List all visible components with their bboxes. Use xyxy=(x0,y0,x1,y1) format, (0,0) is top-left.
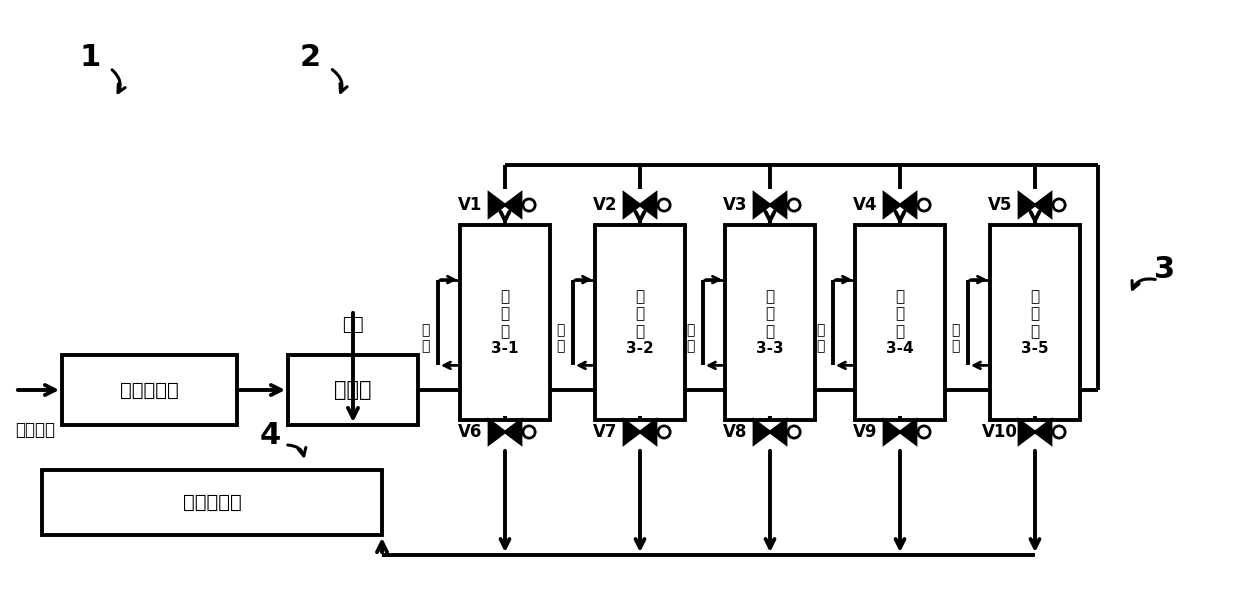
Text: 冷
水: 冷 水 xyxy=(951,323,960,353)
Circle shape xyxy=(523,199,536,211)
Polygon shape xyxy=(1019,193,1035,217)
Circle shape xyxy=(918,426,930,438)
Polygon shape xyxy=(900,420,916,444)
Text: 冷
水: 冷 水 xyxy=(686,323,694,353)
Text: V5: V5 xyxy=(987,196,1012,214)
Polygon shape xyxy=(640,420,656,444)
Text: 急
冷
器
3-4: 急 冷 器 3-4 xyxy=(887,289,914,356)
Circle shape xyxy=(787,426,800,438)
Polygon shape xyxy=(884,420,900,444)
Text: 2: 2 xyxy=(299,43,321,72)
Circle shape xyxy=(918,199,930,211)
Text: 喷雾器: 喷雾器 xyxy=(335,380,372,400)
Bar xyxy=(595,225,684,420)
Text: 冷
水: 冷 水 xyxy=(420,323,429,353)
Polygon shape xyxy=(624,420,640,444)
Circle shape xyxy=(1053,426,1065,438)
Polygon shape xyxy=(640,193,656,217)
Polygon shape xyxy=(900,193,916,217)
Circle shape xyxy=(787,199,800,211)
Circle shape xyxy=(523,426,536,438)
Polygon shape xyxy=(1035,420,1052,444)
FancyArrowPatch shape xyxy=(332,70,347,92)
Bar xyxy=(990,225,1080,420)
Polygon shape xyxy=(770,420,786,444)
FancyArrowPatch shape xyxy=(1132,279,1156,290)
Text: V1: V1 xyxy=(458,196,482,214)
Text: 冷
水: 冷 水 xyxy=(816,323,825,353)
Bar xyxy=(288,355,418,425)
Polygon shape xyxy=(884,193,900,217)
FancyArrowPatch shape xyxy=(112,70,125,93)
Text: V4: V4 xyxy=(853,196,877,214)
Bar xyxy=(42,470,382,535)
Polygon shape xyxy=(505,420,521,444)
Polygon shape xyxy=(1019,420,1035,444)
Polygon shape xyxy=(754,420,770,444)
Polygon shape xyxy=(754,193,770,217)
Polygon shape xyxy=(505,193,521,217)
Text: V9: V9 xyxy=(853,423,877,441)
Bar xyxy=(62,355,237,425)
Bar xyxy=(460,225,551,420)
Bar xyxy=(725,225,815,420)
Circle shape xyxy=(1053,199,1065,211)
Circle shape xyxy=(658,199,670,211)
Text: 4: 4 xyxy=(259,421,280,450)
Polygon shape xyxy=(1035,193,1052,217)
Text: 急
冷
器
3-3: 急 冷 器 3-3 xyxy=(756,289,784,356)
Text: 急
冷
器
3-2: 急 冷 器 3-2 xyxy=(626,289,653,356)
Text: V8: V8 xyxy=(723,423,746,441)
Polygon shape xyxy=(770,193,786,217)
Text: 急
冷
器
3-1: 急 冷 器 3-1 xyxy=(491,289,518,356)
Bar xyxy=(856,225,945,420)
Text: 冷
水: 冷 水 xyxy=(556,323,564,353)
Polygon shape xyxy=(489,420,505,444)
Text: 超临界水: 超临界水 xyxy=(15,421,55,439)
Text: 原料: 原料 xyxy=(342,316,363,334)
Text: 3: 3 xyxy=(1154,255,1176,285)
Text: 静态混合器: 静态混合器 xyxy=(120,380,179,400)
Text: V3: V3 xyxy=(723,196,746,214)
Text: 急
冷
器
3-5: 急 冷 器 3-5 xyxy=(1022,289,1049,356)
FancyArrowPatch shape xyxy=(288,445,306,456)
Text: 接后续系统: 接后续系统 xyxy=(182,493,242,512)
Text: V2: V2 xyxy=(593,196,618,214)
Text: V6: V6 xyxy=(458,423,482,441)
Polygon shape xyxy=(624,193,640,217)
Text: V10: V10 xyxy=(982,423,1018,441)
Text: 1: 1 xyxy=(79,43,100,72)
Circle shape xyxy=(658,426,670,438)
Polygon shape xyxy=(489,193,505,217)
Text: V7: V7 xyxy=(593,423,618,441)
